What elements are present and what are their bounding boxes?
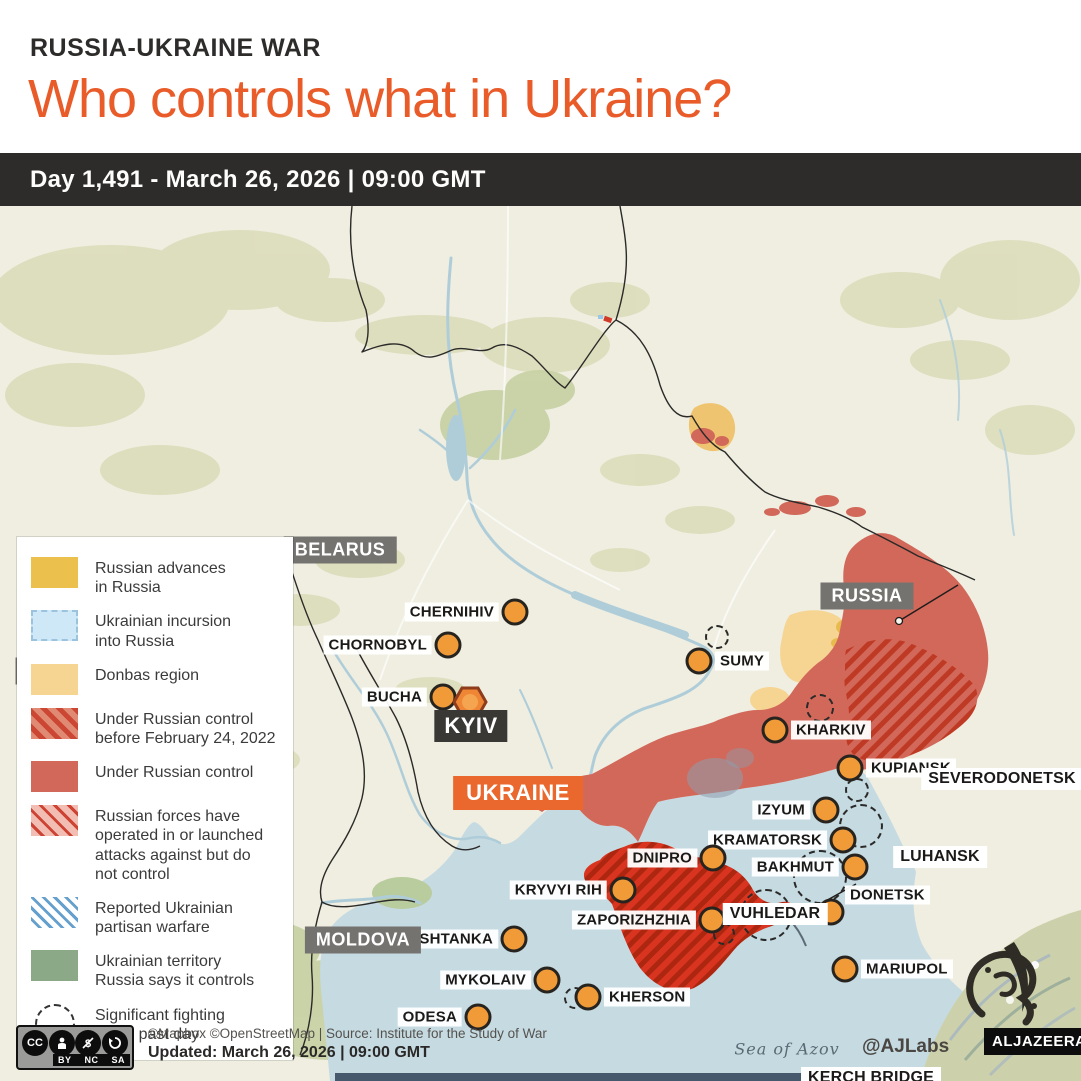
legend-item-3: Under Russian control before February 24… — [31, 707, 281, 748]
roads — [379, 206, 776, 681]
cc-nc-label: NC — [84, 1055, 99, 1065]
legend-item-5: Russian forces have operated in or launc… — [31, 805, 281, 884]
cc-license-labels: BY NC SA — [52, 1054, 130, 1066]
legend-label-4: Under Russian control — [95, 764, 254, 782]
legend-swatch-7 — [31, 950, 78, 982]
aljazeera-wordmark: ALJAZEERA — [984, 1028, 1081, 1055]
ajlabs-handle: @AJLabs — [862, 1036, 950, 1057]
map-attribution: ©Mapbox ©OpenStreetMap | Source: Institu… — [148, 1026, 547, 1041]
cc-nc-dollar-icon: $ — [75, 1030, 102, 1056]
country-borders — [287, 206, 976, 1056]
legend-swatch-0 — [31, 557, 78, 588]
legend-swatch-5 — [31, 805, 78, 837]
page-title: Who controls what in Ukraine? — [28, 69, 732, 129]
legend-item-0: Russian advances in Russia — [31, 557, 281, 597]
legend-swatch-2 — [31, 663, 78, 695]
legend-item-7: Ukrainian territory Russia says it contr… — [31, 950, 281, 990]
legend-label-1: Ukrainian incursion into Russia — [95, 613, 232, 650]
terrain-patches — [0, 230, 1080, 776]
legend-item-6: Reported Ukrainian partisan warfare — [31, 896, 281, 937]
legend-swatch-1 — [31, 610, 78, 642]
legend: Russian advances in Russia Ukrainian incu… — [17, 537, 293, 1060]
legend-items: Russian advances in Russia Ukrainian incu… — [31, 557, 281, 1044]
map-geography — [0, 206, 1081, 1081]
cc-sa-label: SA — [111, 1055, 125, 1065]
header: RUSSIA-UKRAINE WAR Who controls what in … — [0, 0, 1081, 153]
cc-by-person-icon — [48, 1030, 75, 1056]
cc-by-label: BY — [57, 1055, 72, 1065]
legend-swatch-3 — [31, 707, 78, 739]
danube-delta — [372, 877, 432, 909]
legend-label-0: Russian advances in Russia — [95, 560, 226, 597]
date-bar: Day 1,491 - March 26, 2026 | 09:00 GMT — [0, 153, 1081, 206]
legend-swatch-4 — [31, 761, 78, 793]
cc-license-badge: CC $ BY NC SA — [16, 1025, 134, 1070]
legend-item-1: Ukrainian incursion into Russia — [31, 610, 281, 650]
cc-sa-arrow-icon — [101, 1030, 128, 1056]
legend-label-7: Ukrainian territory Russia says it contr… — [95, 953, 255, 990]
legend-label-6: Reported Ukrainian partisan warfare — [95, 899, 233, 937]
kicker: RUSSIA-UKRAINE WAR — [30, 34, 321, 62]
legend-label-5: Russian forces have operated in or launc… — [95, 808, 264, 883]
aljazeera-calligraphy-logo — [952, 936, 1064, 1033]
legend-label-2: Donbas region — [95, 666, 200, 684]
legend-label-3: Under Russian control before February 24… — [95, 710, 276, 747]
cc-icon: CC — [22, 1030, 48, 1056]
updated-timestamp: Updated: March 26, 2026 | 09:00 GMT — [148, 1044, 430, 1061]
date-bar-text: Day 1,491 - March 26, 2026 | 09:00 GMT — [30, 166, 486, 193]
legend-item-4: Under Russian control — [31, 761, 281, 793]
legend-swatch-6 — [31, 896, 78, 928]
kyiv-reservoir — [446, 415, 466, 481]
map-bottom-edge — [335, 1073, 1015, 1081]
legend-item-2: Donbas region — [31, 663, 281, 695]
